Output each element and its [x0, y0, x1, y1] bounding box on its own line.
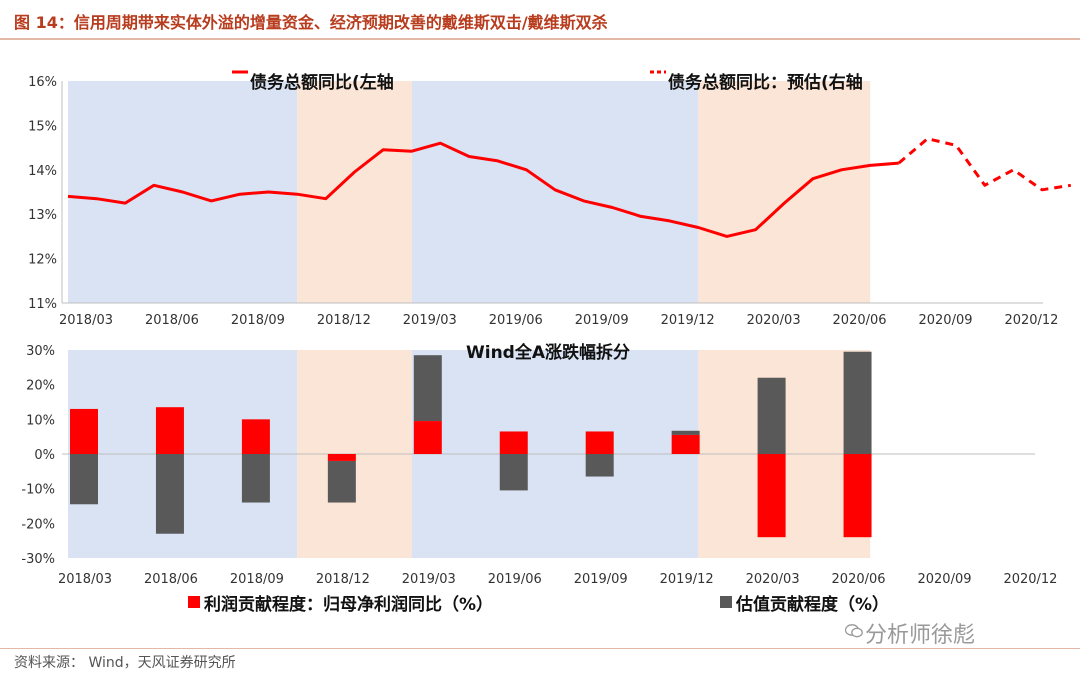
- line-x-tick-label: 2018/09: [231, 313, 285, 328]
- line-y-tick-label: 11%: [28, 297, 57, 312]
- line-x-tick-label: 2020/06: [833, 313, 887, 328]
- legend-swatch-profit: [188, 596, 200, 608]
- line-y-tick-label: 16%: [28, 75, 57, 90]
- wechat-icon: [845, 624, 863, 638]
- bar-x-tick-label: 2019/06: [488, 572, 542, 587]
- line-y-tick-label: 12%: [28, 253, 57, 268]
- line-y-tick-label: 15%: [28, 119, 57, 134]
- debt-growth-forecast-line: [897, 137, 1072, 192]
- line-x-tick-label: 2019/09: [575, 313, 629, 328]
- bar-y-tick-label: -10%: [21, 483, 55, 498]
- bar-x-tick-label: 2019/12: [660, 572, 714, 587]
- bar-x-tick-label: 2018/03: [58, 572, 112, 587]
- profit-bar: [843, 454, 872, 538]
- bar-y-tick-label: 20%: [26, 379, 55, 394]
- legend-label-debt-forecast: 债务总额同比：预估(右轴: [668, 72, 863, 93]
- valuation-bar: [70, 454, 98, 505]
- legend-label-debt-growth: 债务总额同比(左轴: [250, 72, 394, 93]
- profit-bar: [671, 434, 700, 454]
- line-band-3: [411, 81, 699, 303]
- bar-y-tick-label: -30%: [21, 552, 55, 567]
- bar-x-tick-label: 2020/03: [746, 572, 800, 587]
- bar-x-tick-label: 2018/09: [230, 572, 284, 587]
- profit-bar: [413, 421, 442, 454]
- line-x-tick-label: 2018/03: [59, 313, 113, 328]
- line-y-tick-label: 13%: [28, 208, 57, 223]
- valuation-bar: [499, 454, 528, 491]
- profit-bar: [70, 408, 98, 454]
- bar-y-tick-label: 10%: [26, 413, 55, 428]
- legend-label-valuation: 估值贡献程度（%）: [735, 594, 889, 615]
- valuation-bar: [671, 430, 700, 435]
- watermark: 分析师徐彪: [865, 623, 976, 648]
- bar-x-tick-label: 2018/12: [316, 572, 370, 587]
- valuation-bar: [327, 460, 356, 503]
- line-band-4: [698, 81, 871, 303]
- bar-x-tick-label: 2019/03: [402, 572, 456, 587]
- valuation-bar: [155, 454, 184, 534]
- bar-y-tick-label: -20%: [21, 517, 55, 532]
- bar-x-tick-label: 2020/06: [832, 572, 886, 587]
- profit-bar: [757, 454, 786, 538]
- profit-bar: [327, 454, 356, 461]
- valuation-bar: [413, 355, 442, 422]
- line-x-tick-label: 2018/06: [145, 313, 199, 328]
- line-x-tick-label: 2020/03: [747, 313, 801, 328]
- bar-x-tick-label: 2020/09: [917, 572, 971, 587]
- profit-bar: [499, 431, 528, 454]
- line-y-tick-label: 14%: [28, 164, 57, 179]
- bar-y-tick-label: 30%: [26, 344, 55, 359]
- legend-label-profit: 利润贡献程度：归母净利润同比（%）: [204, 594, 493, 615]
- line-x-tick-label: 2018/12: [317, 313, 371, 328]
- bar-chart-title: Wind全A涨跌幅拆分: [466, 342, 630, 363]
- line-x-tick-label: 2020/09: [918, 313, 972, 328]
- valuation-bar: [241, 454, 270, 503]
- chart-canvas: 11% 12% 13% 14% 15% 16% 2018/03 2018/06 2018/09 2…: [21, 70, 1072, 615]
- bar-y-tick-label: 0%: [34, 448, 55, 463]
- figure-title: 图 14：信用周期带来实体外溢的增量资金、经济预期改善的戴维斯双击/戴维斯双杀: [14, 13, 608, 32]
- valuation-bar: [757, 377, 786, 454]
- footer-rule: [0, 648, 1080, 649]
- bar-x-tick-label: 2018/06: [144, 572, 198, 587]
- header-rule: [0, 38, 1080, 40]
- profit-bar: [585, 431, 614, 454]
- legend-swatch-valuation: [720, 596, 732, 608]
- debt-growth-line-chart: 11% 12% 13% 14% 15% 16% 2018/03 2018/06 2018/09 2…: [28, 70, 1072, 328]
- bar-x-tick-label: 2020/12: [1003, 572, 1057, 587]
- line-x-tick-label: 2020/12: [1004, 313, 1058, 328]
- line-band-2: [297, 81, 412, 303]
- line-x-tick-label: 2019/06: [489, 313, 543, 328]
- line-x-tick-label: 2019/12: [661, 313, 715, 328]
- source-note: 资料来源： Wind，天风证券研究所: [14, 655, 236, 671]
- valuation-bar: [585, 454, 614, 477]
- valuation-bar: [843, 351, 872, 454]
- line-x-tick-label: 2019/03: [403, 313, 457, 328]
- wind-a-decomposition-bar-chart: -30% -20% -10% 0% 10% 20% 30% 2018/03 2018/06 201…: [21, 342, 1057, 615]
- debt-growth-line: [67, 141, 899, 238]
- profit-bar: [155, 407, 184, 454]
- header: 图 14：信用周期带来实体外溢的增量资金、经济预期改善的戴维斯双击/戴维斯双杀: [0, 0, 1080, 40]
- profit-bar: [241, 419, 270, 454]
- bar-x-tick-label: 2019/09: [574, 572, 628, 587]
